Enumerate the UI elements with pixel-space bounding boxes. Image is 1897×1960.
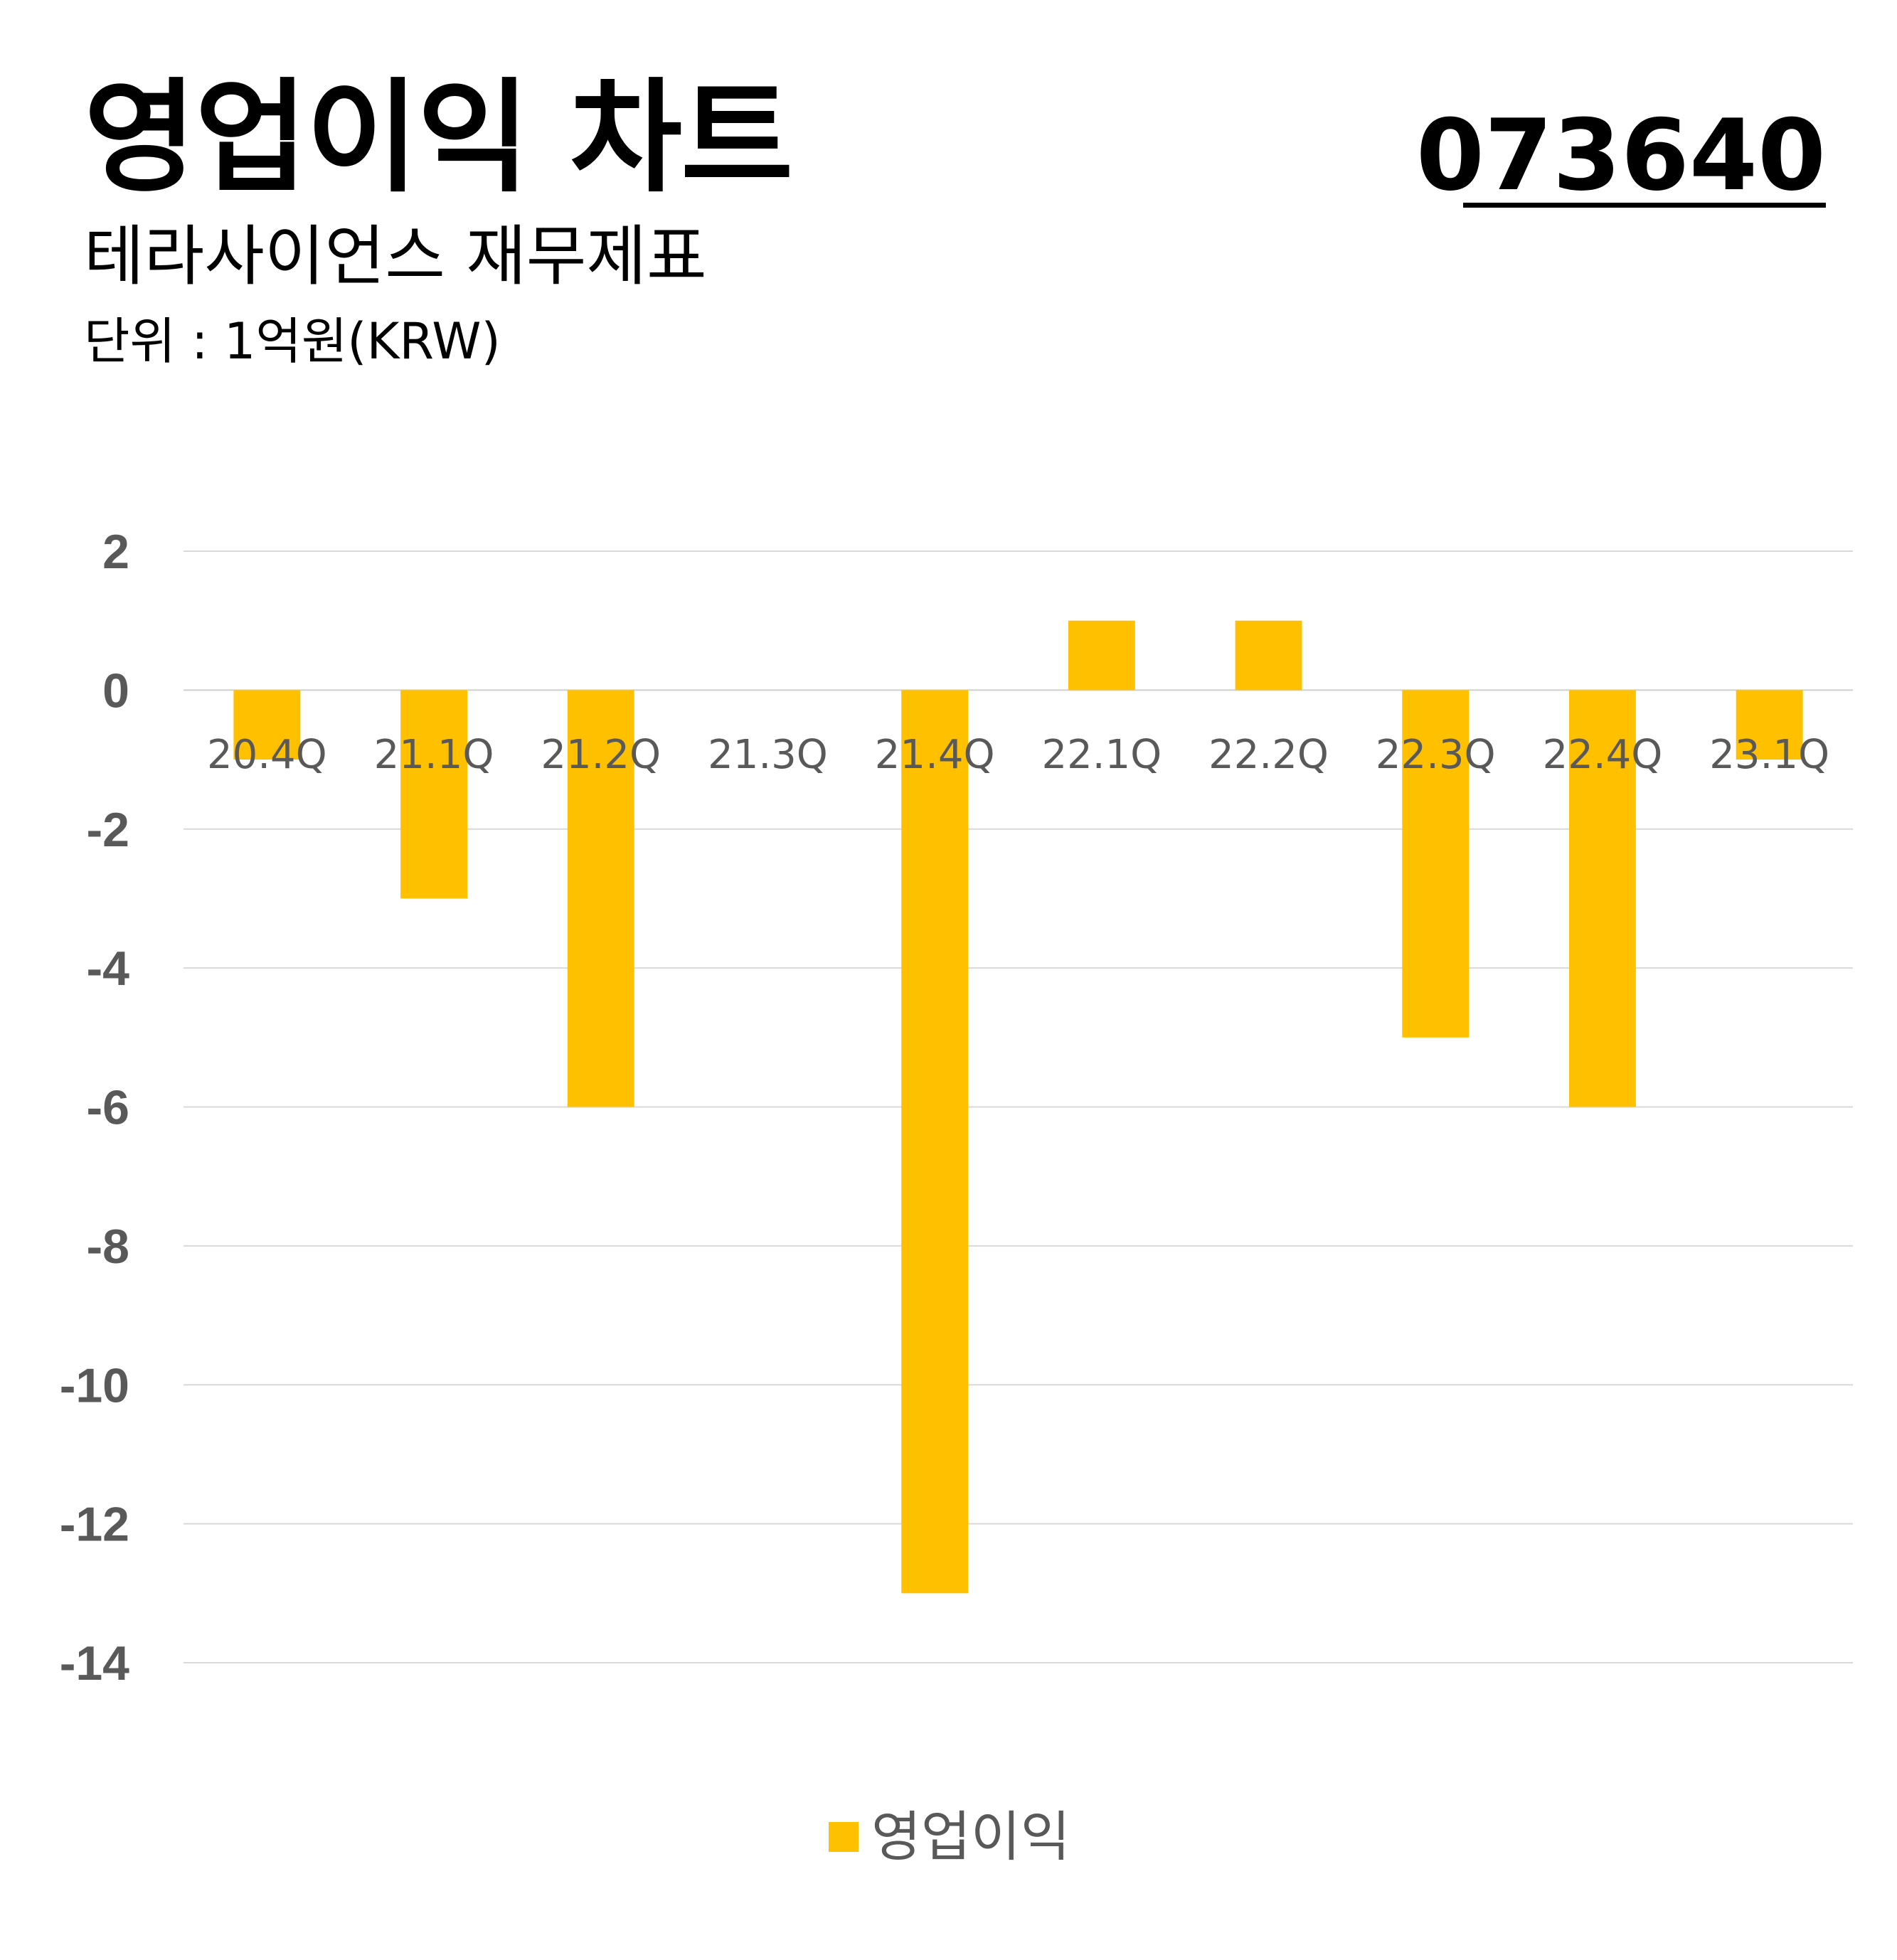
y-tick-label: -4 [87, 942, 130, 996]
x-tick-label: 22.4Q [1543, 732, 1663, 778]
x-tick-label: 21.4Q [875, 732, 995, 778]
x-tick-label: 20.4Q [207, 732, 327, 778]
bar-22.3Q [1402, 690, 1470, 1038]
y-tick-label: -10 [60, 1358, 129, 1412]
page-subtitle: 테라사이언스 재무제표 [84, 218, 707, 294]
x-tick-label: 22.2Q [1208, 732, 1329, 778]
y-tick-label: -2 [87, 803, 129, 857]
y-tick-label: -12 [60, 1498, 129, 1552]
y-tick-label: -14 [60, 1636, 129, 1690]
chart-bars [233, 620, 1803, 1594]
y-tick-label: -6 [87, 1081, 129, 1135]
bar-21.1Q [400, 690, 467, 899]
bar-23.1Q [1736, 690, 1803, 760]
x-tick-label: 22.3Q [1376, 732, 1496, 778]
x-tick-label: 22.1Q [1041, 732, 1162, 778]
stock-code-underline [1463, 203, 1826, 208]
bar-21.4Q [901, 690, 969, 1594]
bar-22.1Q [1068, 620, 1135, 691]
y-tick-label: 0 [102, 664, 129, 718]
bar-22.2Q [1235, 620, 1302, 691]
x-tick-label: 23.1Q [1709, 732, 1829, 778]
x-tick-label: 21.2Q [541, 732, 661, 778]
unit-label: 단위 : 1억원(KRW) [84, 312, 501, 371]
x-tick-label: 21.3Q [708, 732, 828, 778]
x-axis: 20.4Q 21.1Q 21.2Q 21.3Q 21.4Q 22.1Q 22.2Q 22.3Q… [207, 732, 1829, 778]
legend-label: 영업이익 [871, 1805, 1070, 1868]
chart-legend: 영업이익 [829, 1810, 1070, 1864]
x-tick-label: 21.1Q [374, 732, 494, 778]
legend-swatch [829, 1822, 859, 1852]
bar-22.4Q [1569, 690, 1636, 1107]
y-tick-label: 2 [102, 525, 129, 579]
page-title: 영업이익 차트 [84, 66, 793, 209]
y-tick-label: -8 [87, 1220, 129, 1274]
bar-20.4Q [233, 690, 301, 760]
y-axis: 2 0 -2 -4 -6 -8 -10 -12 -14 [60, 525, 129, 1690]
stock-code: 073640 [1415, 98, 1826, 213]
bar-21.2Q [567, 690, 634, 1107]
